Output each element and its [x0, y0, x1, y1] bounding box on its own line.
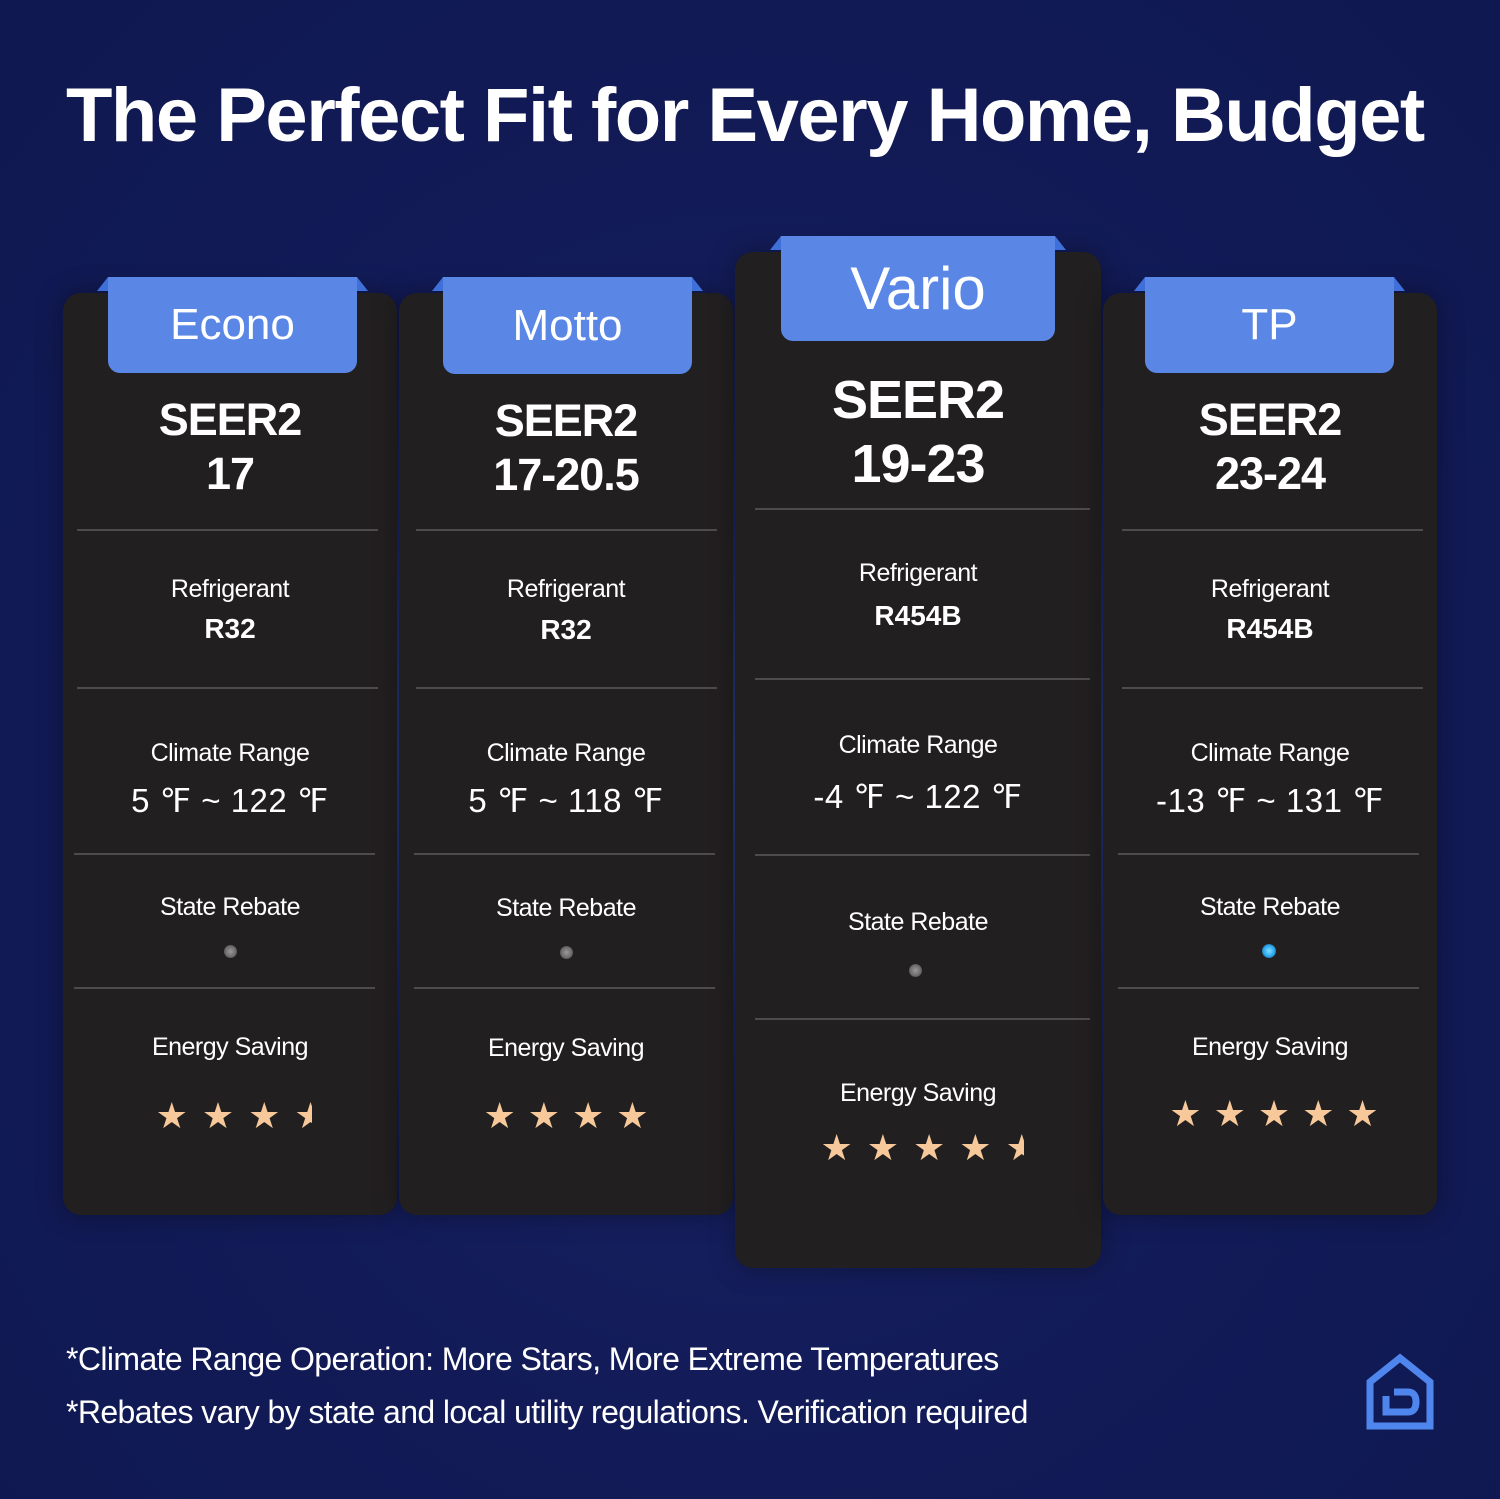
row-divider — [755, 508, 1090, 510]
energy-stars: ★ ★ ★ ★ ★ — [743, 1131, 1101, 1167]
rebate-indicator — [224, 945, 237, 958]
product-card-motto: Motto SEER2 17-20.5 Refrigerant R32 Clim… — [399, 277, 733, 1215]
star-full-icon: ★ — [1257, 1094, 1291, 1135]
state-rebate-label: State Rebate — [1200, 893, 1340, 921]
rebate-indicator — [560, 946, 573, 959]
row-divider — [77, 687, 378, 689]
refrigerant-value: R32 — [540, 614, 592, 645]
seer-value: 19-23 — [851, 434, 985, 494]
star-full-icon: ★ — [572, 1096, 605, 1137]
energy-stars: ★ ★ ★ ★ — [399, 1099, 733, 1135]
refrigerant-label: Refrigerant — [506, 575, 626, 603]
star-full-icon: ★ — [820, 1128, 853, 1169]
refrigerant-label: Refrigerant — [1210, 575, 1330, 603]
star-full-icon: ★ — [913, 1128, 946, 1169]
refrigerant-value: R454B — [1226, 613, 1314, 644]
star-half-icon: ★ — [1005, 1131, 1024, 1167]
row-divider — [74, 987, 375, 989]
climate-range-value: -4 ℉ ~ 122 ℉ — [813, 778, 1023, 815]
model-name: Econo — [170, 300, 295, 349]
product-card-vario: Vario SEER2 19-23 Refrigerant R454B Clim… — [735, 236, 1101, 1268]
model-name: Motto — [512, 300, 623, 350]
footnote-rebates: *Rebates vary by state and local utility… — [66, 1394, 1028, 1430]
row-divider — [1118, 987, 1419, 989]
star-full-icon: ★ — [866, 1128, 899, 1169]
footnote-climate: *Climate Range Operation: More Stars, Mo… — [66, 1341, 999, 1377]
star-full-icon: ★ — [1346, 1094, 1379, 1135]
star-full-icon: ★ — [155, 1096, 188, 1137]
row-divider — [416, 529, 717, 531]
climate-range-label: Climate Range — [838, 731, 998, 759]
model-name: Vario — [850, 255, 986, 322]
star-full-icon: ★ — [201, 1096, 235, 1137]
star-half-icon: ★ — [294, 1099, 313, 1135]
row-divider — [416, 687, 717, 689]
star-full-icon: ★ — [1169, 1094, 1202, 1135]
seer-value: 17-20.5 — [493, 449, 640, 500]
model-tab-motto: Motto — [432, 277, 703, 374]
model-tab-econo: Econo — [97, 277, 368, 373]
refrigerant-value: R32 — [204, 613, 256, 644]
row-divider — [755, 1018, 1090, 1020]
state-rebate-label: State Rebate — [496, 894, 636, 922]
star-full-icon: ★ — [483, 1096, 516, 1137]
seer-label: SEER2 — [1198, 394, 1343, 445]
house-logo-icon — [1366, 1353, 1434, 1430]
climate-range-label: Climate Range — [1190, 739, 1350, 767]
seer-label: SEER2 — [831, 370, 1005, 430]
row-divider — [414, 853, 715, 855]
energy-saving-label: Energy Saving — [151, 1033, 309, 1061]
seer-label: SEER2 — [494, 395, 639, 446]
model-name: TP — [1241, 300, 1298, 349]
climate-range-value: 5 ℉ ~ 118 ℉ — [468, 782, 664, 819]
seer-value: 23-24 — [1214, 448, 1326, 499]
state-rebate-label: State Rebate — [848, 908, 988, 936]
refrigerant-value: R454B — [874, 600, 962, 631]
row-divider — [755, 854, 1090, 856]
row-divider — [414, 987, 715, 989]
energy-stars: ★ ★ ★ ★ — [71, 1099, 397, 1135]
energy-stars: ★ ★ ★ ★ ★ — [1111, 1097, 1437, 1133]
row-divider — [1118, 853, 1419, 855]
row-divider — [1122, 687, 1423, 689]
model-tab-vario: Vario — [770, 236, 1066, 341]
energy-saving-label: Energy Saving — [487, 1034, 645, 1062]
climate-range-label: Climate Range — [150, 739, 310, 767]
row-divider — [74, 853, 375, 855]
star-full-icon: ★ — [527, 1096, 560, 1137]
energy-saving-label: Energy Saving — [839, 1079, 997, 1107]
seer-label: SEER2 — [158, 394, 303, 445]
star-full-icon: ★ — [1302, 1094, 1335, 1135]
star-full-icon: ★ — [616, 1096, 649, 1137]
rebate-indicator — [1262, 944, 1276, 958]
state-rebate-label: State Rebate — [160, 893, 300, 921]
row-divider — [77, 529, 378, 531]
page-title: The Perfect Fit for Every Home, Budget — [66, 73, 1425, 158]
row-divider — [755, 678, 1090, 680]
star-full-icon: ★ — [959, 1128, 992, 1169]
climate-range-label: Climate Range — [486, 739, 646, 767]
climate-range-value: -13 ℉ ~ 131 ℉ — [1155, 782, 1384, 819]
refrigerant-label: Refrigerant — [858, 559, 978, 587]
product-card-tp: TP SEER2 23-24 Refrigerant R454B Climate… — [1103, 277, 1437, 1215]
product-card-econo: Econo SEER2 17 Refrigerant R32 Climate R… — [63, 277, 397, 1215]
refrigerant-label: Refrigerant — [170, 575, 290, 603]
seer-value: 17 — [205, 448, 255, 499]
star-full-icon: ★ — [1213, 1094, 1246, 1135]
model-tab-tp: TP — [1134, 277, 1405, 373]
climate-range-value: 5 ℉ ~ 122 ℉ — [131, 782, 329, 819]
row-divider — [1122, 529, 1423, 531]
energy-saving-label: Energy Saving — [1191, 1033, 1349, 1061]
rebate-indicator — [909, 964, 922, 977]
star-full-icon: ★ — [248, 1096, 281, 1137]
